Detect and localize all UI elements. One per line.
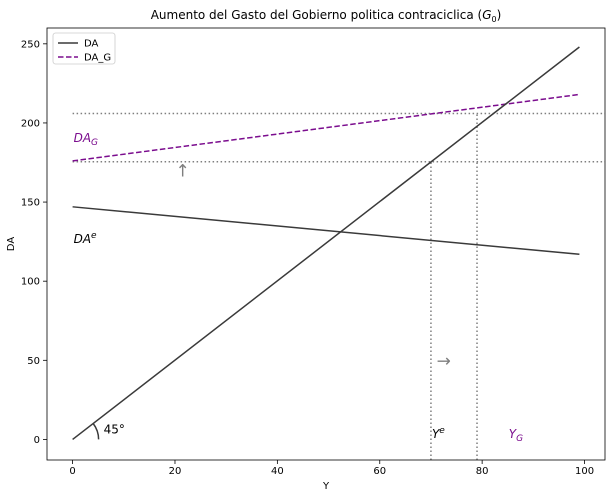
plot-contents xyxy=(72,46,605,460)
x-tick-label-100: 100 xyxy=(575,466,594,477)
arrow-right-icon: → xyxy=(437,352,451,372)
annotation-dae: DAe xyxy=(74,231,97,246)
series-line-da-g xyxy=(72,93,580,162)
x-tick-label-80: 80 xyxy=(476,466,489,477)
angle-arc xyxy=(92,423,100,440)
y-tick-label-100: 100 xyxy=(21,277,40,288)
chart-title: Aumento del Gasto del Gobierno politica … xyxy=(151,8,502,24)
annotation-ye: Ye xyxy=(432,426,445,441)
y-tick-label-250: 250 xyxy=(21,39,40,50)
x-tick-label-20: 20 xyxy=(169,466,182,477)
annotation-dag: DAG xyxy=(74,131,98,148)
y-tick-label-150: 150 xyxy=(21,198,40,209)
x-tick-label-0: 0 xyxy=(69,466,75,477)
y-axis-label: DA xyxy=(6,237,17,252)
legend-label-da: DA xyxy=(84,39,99,50)
legend: DA DA_G xyxy=(52,32,116,65)
arrow-up-icon: ↑ xyxy=(176,162,190,182)
angle-label: 45° xyxy=(104,422,125,436)
legend-label-da-g: DA_G xyxy=(84,53,111,64)
x-axis-label: Y xyxy=(322,481,330,492)
x-tick-label-40: 40 xyxy=(271,466,284,477)
plot-area: 45° ↑ → DAG DAe Ye YG 0 20 40 60 80 100 0 50 100 150 200 2… xyxy=(21,27,606,477)
y-tick-label-0: 0 xyxy=(34,435,40,446)
y-tick-label-200: 200 xyxy=(21,118,40,129)
y-tick-label-50: 50 xyxy=(27,356,40,367)
series-line-da xyxy=(72,206,580,256)
axes-frame xyxy=(46,27,606,461)
annotation-yg: YG xyxy=(509,427,523,444)
series-line-45-degree xyxy=(72,46,580,441)
x-tick-label-60: 60 xyxy=(373,466,386,477)
